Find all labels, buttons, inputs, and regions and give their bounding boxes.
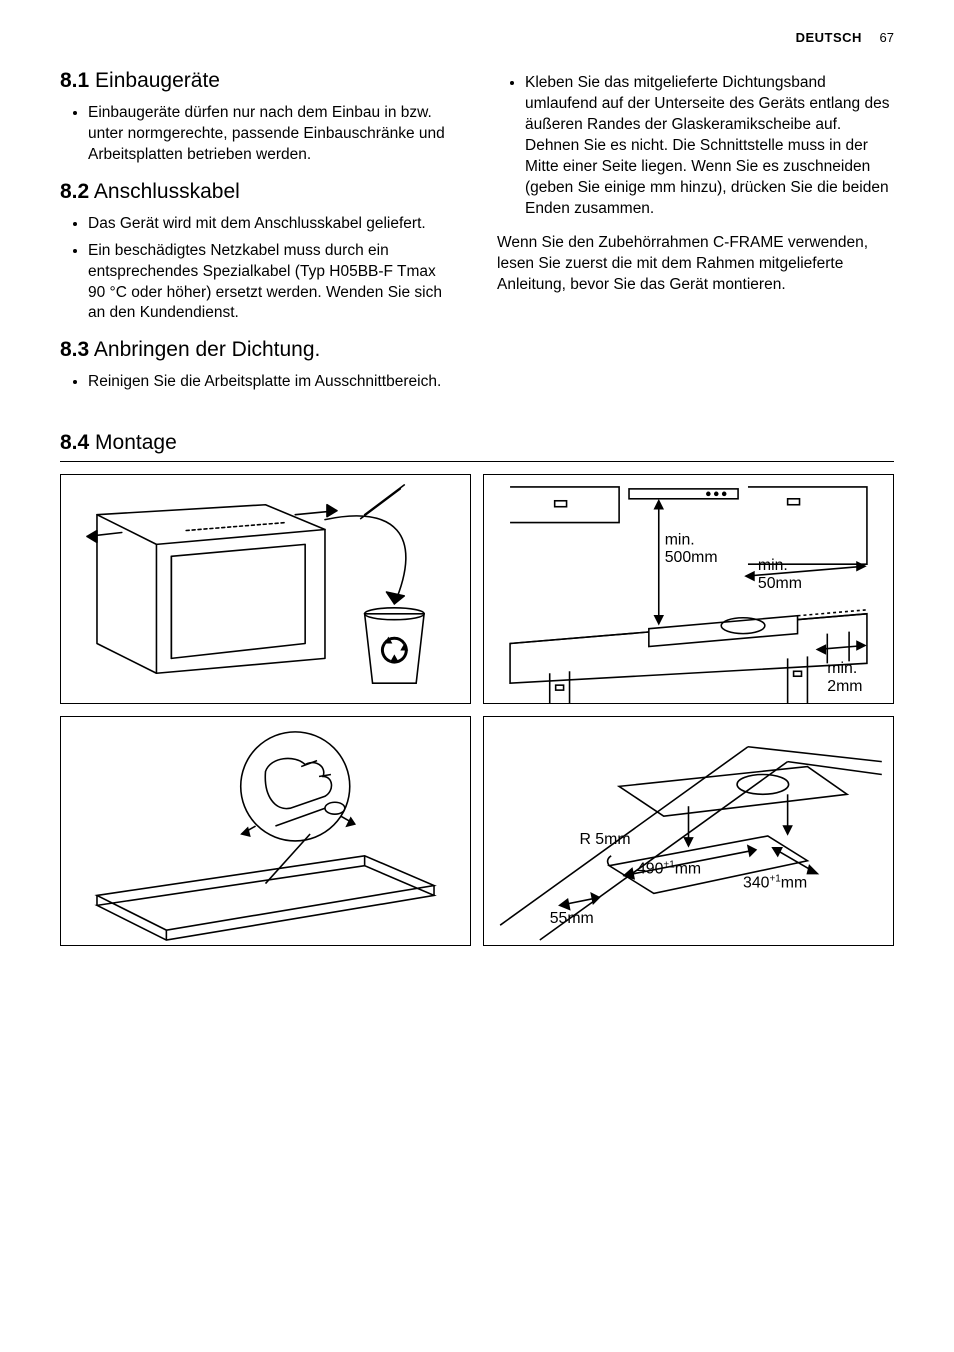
diagram-cutout-dims: R 5mm 490+1mm 340+1mm 55mm [483, 716, 894, 946]
label-r5: R 5mm [579, 831, 630, 848]
section-8-3-heading: 8.3 Anbringen der Dichtung. [60, 338, 457, 362]
section-8-2-bullets: Das Gerät wird mit dem Anschlusskabel ge… [60, 214, 457, 325]
bullet-item: Das Gerät wird mit dem Anschlusskabel ge… [88, 214, 457, 235]
bullet-item: Ein beschädigtes Netzkabel muss durch ei… [88, 241, 457, 325]
label-340: 340+1mm [743, 874, 807, 892]
left-column: 8.1 Einbaugeräte Einbaugeräte dürfen nur… [60, 55, 457, 407]
diagram-clearances: min.500mm min.50mm min.2mm [483, 474, 894, 704]
section-8-3-bullets-right: Kleben Sie das mitgelieferte Dichtungsba… [497, 73, 894, 219]
bullet-item: Kleben Sie das mitgelieferte Dichtungsba… [525, 73, 894, 219]
label-490: 490+1mm [637, 860, 701, 878]
label-min-500: min.500mm [665, 532, 718, 567]
diagram-cabinet-recycle [60, 474, 471, 704]
montage-diagram-grid: min.500mm min.50mm min.2mm [60, 474, 894, 946]
header-page-number: 67 [880, 30, 894, 45]
section-8-4-heading: 8.4 Montage [60, 431, 894, 455]
bullet-item: Einbaugeräte dürfen nur nach dem Einbau … [88, 103, 457, 166]
section-8-1-bullets: Einbaugeräte dürfen nur nach dem Einbau … [60, 103, 457, 166]
section-8-1-heading: 8.1 Einbaugeräte [60, 69, 457, 93]
section-8-2-heading: 8.2 Anschlusskabel [60, 180, 457, 204]
label-55: 55mm [550, 910, 594, 927]
right-column: Kleben Sie das mitgelieferte Dichtungsba… [497, 55, 894, 407]
diagram-seal-tape [60, 716, 471, 946]
bullet-item: Reinigen Sie die Arbeitsplatte im Aussch… [88, 372, 457, 393]
label-min-50: min.50mm [758, 557, 802, 592]
section-8-3-bullets-left: Reinigen Sie die Arbeitsplatte im Aussch… [60, 372, 457, 393]
page-header: DEUTSCH 67 [60, 30, 894, 45]
section-8-3-paragraph: Wenn Sie den Zubehörrahmen C-FRAME verwe… [497, 233, 894, 296]
header-language: DEUTSCH [796, 30, 862, 45]
section-8-4-rule [60, 461, 894, 462]
label-min-2: min.2mm [827, 661, 862, 696]
